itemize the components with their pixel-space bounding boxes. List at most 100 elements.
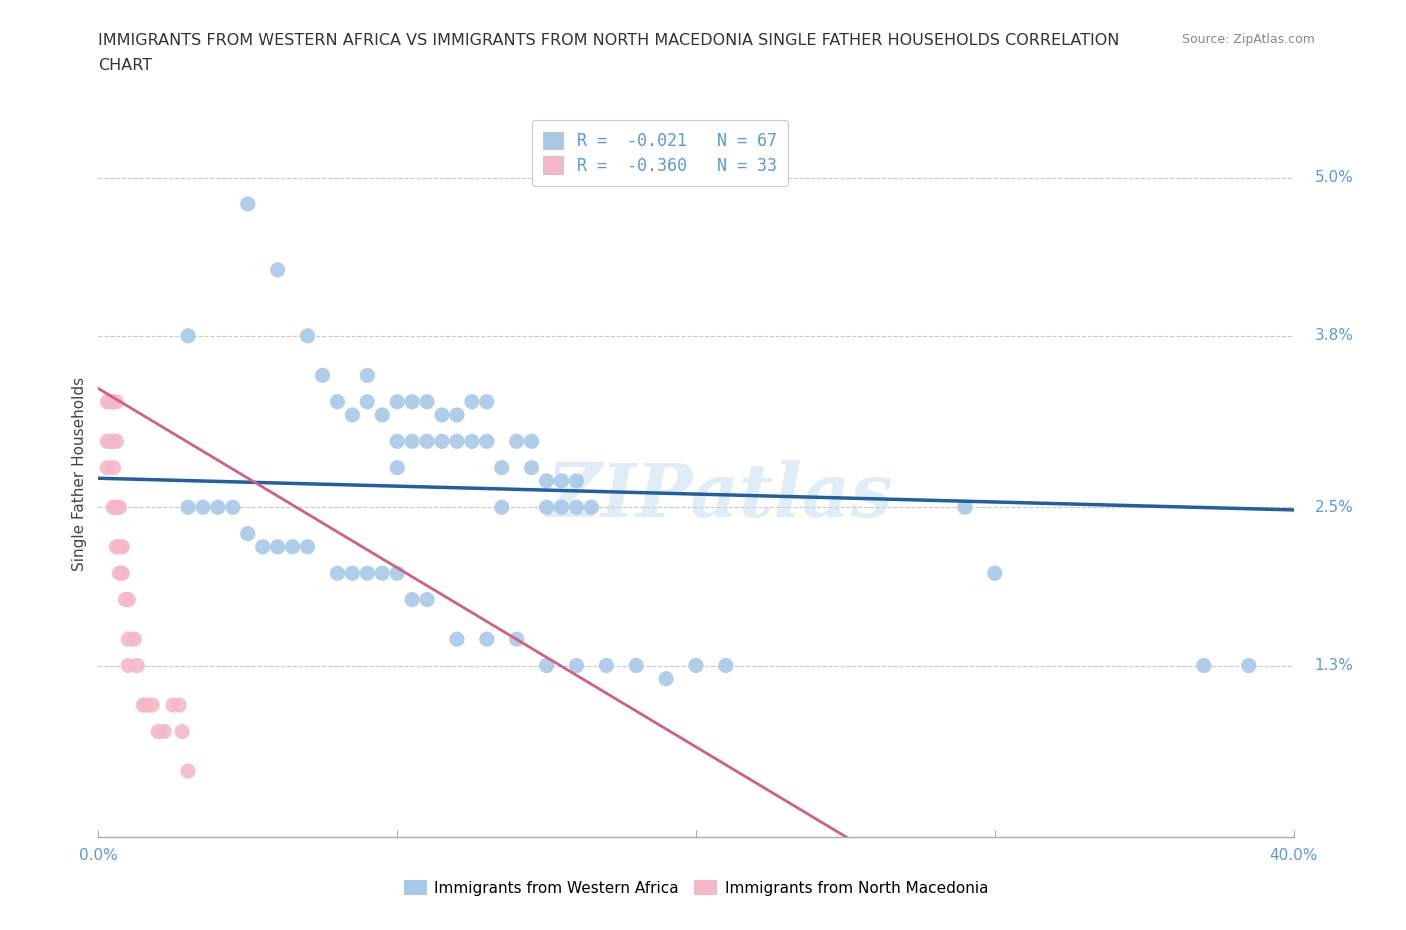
Point: [153, 724, 176, 739]
Point: [177, 499, 200, 514]
Point: [96, 434, 118, 449]
Point: [371, 565, 394, 580]
Point: [281, 539, 304, 554]
Text: 2.5%: 2.5%: [1315, 499, 1354, 515]
Point: [536, 473, 558, 488]
Point: [114, 592, 136, 607]
Point: [475, 394, 498, 409]
Point: [132, 698, 155, 712]
Point: [356, 368, 378, 383]
Point: [105, 394, 128, 409]
Point: [356, 394, 378, 409]
Point: [342, 407, 364, 422]
Point: [342, 565, 364, 580]
Point: [385, 394, 409, 409]
Point: [111, 539, 134, 554]
Point: [624, 658, 647, 673]
Point: [105, 434, 128, 449]
Point: [124, 631, 146, 646]
Point: [105, 539, 128, 554]
Point: [207, 499, 229, 514]
Point: [520, 434, 543, 449]
Point: [108, 539, 131, 554]
Point: [565, 658, 588, 673]
Point: [117, 592, 139, 607]
Point: [326, 394, 349, 409]
Point: [1192, 658, 1215, 673]
Point: [108, 499, 131, 514]
Point: [191, 499, 214, 514]
Point: [550, 499, 572, 514]
Text: CHART: CHART: [98, 58, 152, 73]
Point: [111, 565, 134, 580]
Point: [105, 499, 128, 514]
Point: [475, 434, 498, 449]
Point: [536, 499, 558, 514]
Point: [108, 565, 131, 580]
Point: [177, 328, 200, 343]
Point: [135, 698, 157, 712]
Point: [491, 460, 513, 475]
Point: [103, 434, 125, 449]
Y-axis label: Single Father Households: Single Father Households: [72, 378, 87, 571]
Point: [356, 565, 378, 580]
Point: [461, 434, 484, 449]
Point: [222, 499, 245, 514]
Point: [297, 539, 319, 554]
Point: [446, 407, 468, 422]
Point: [371, 407, 394, 422]
Point: [297, 328, 319, 343]
Point: [162, 698, 184, 712]
Point: [167, 698, 190, 712]
Point: [685, 658, 707, 673]
Point: [446, 434, 468, 449]
Legend: R =  -0.021   N = 67, R =  -0.360   N = 33: R = -0.021 N = 67, R = -0.360 N = 33: [531, 120, 789, 186]
Point: [550, 473, 572, 488]
Point: [1237, 658, 1260, 673]
Point: [103, 499, 125, 514]
Text: 5.0%: 5.0%: [1315, 170, 1354, 185]
Text: Source: ZipAtlas.com: Source: ZipAtlas.com: [1181, 33, 1315, 46]
Point: [172, 724, 194, 739]
Text: 40.0%: 40.0%: [1270, 848, 1317, 863]
Point: [595, 658, 617, 673]
Point: [103, 460, 125, 475]
Text: 0.0%: 0.0%: [79, 848, 118, 863]
Point: [385, 565, 409, 580]
Point: [326, 565, 349, 580]
Point: [236, 196, 259, 211]
Point: [401, 394, 423, 409]
Text: 3.8%: 3.8%: [1315, 328, 1354, 343]
Point: [416, 592, 439, 607]
Point: [117, 631, 139, 646]
Point: [520, 460, 543, 475]
Point: [506, 434, 529, 449]
Point: [401, 434, 423, 449]
Point: [177, 764, 200, 778]
Point: [430, 407, 453, 422]
Point: [96, 394, 118, 409]
Point: [236, 526, 259, 541]
Point: [98, 394, 122, 409]
Point: [565, 473, 588, 488]
Point: [475, 631, 498, 646]
Point: [148, 724, 170, 739]
Point: [581, 499, 603, 514]
Point: [98, 434, 122, 449]
Point: [491, 499, 513, 514]
Point: [446, 631, 468, 646]
Point: [536, 658, 558, 673]
Text: ZIPatlas: ZIPatlas: [547, 459, 893, 532]
Point: [267, 262, 290, 277]
Point: [252, 539, 274, 554]
Point: [416, 394, 439, 409]
Point: [385, 434, 409, 449]
Point: [714, 658, 737, 673]
Text: 1.3%: 1.3%: [1315, 658, 1354, 673]
Point: [416, 434, 439, 449]
Text: IMMIGRANTS FROM WESTERN AFRICA VS IMMIGRANTS FROM NORTH MACEDONIA SINGLE FATHER : IMMIGRANTS FROM WESTERN AFRICA VS IMMIGR…: [98, 33, 1119, 47]
Point: [506, 631, 529, 646]
Point: [565, 499, 588, 514]
Point: [430, 434, 453, 449]
Point: [103, 394, 125, 409]
